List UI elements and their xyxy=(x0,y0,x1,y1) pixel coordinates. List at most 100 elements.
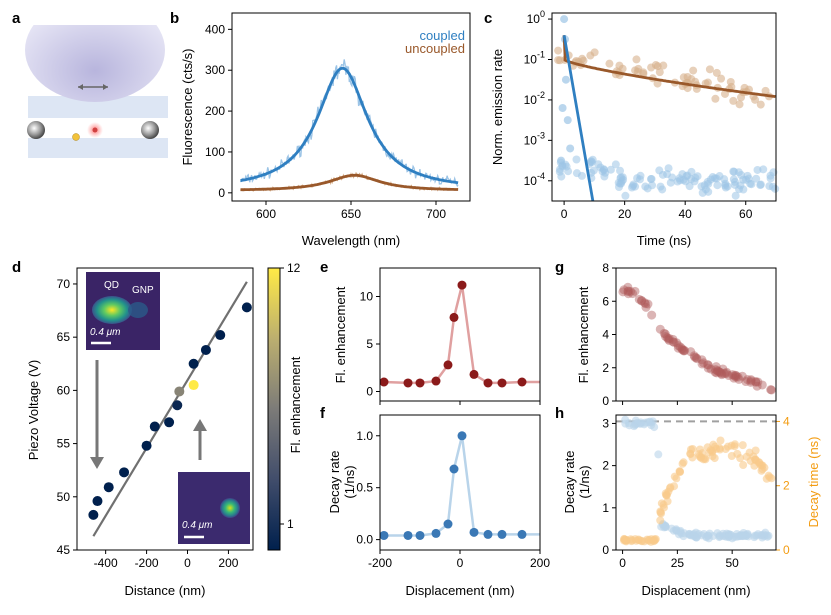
panel-g-point xyxy=(753,377,763,387)
panel-h-rate-point xyxy=(757,531,766,540)
panel-g-point xyxy=(757,380,767,390)
panel-e-frame xyxy=(379,267,541,402)
panel-e-point-6 xyxy=(457,280,467,290)
panel-h-ytick-1: 1 xyxy=(602,501,609,515)
panel-h: h 0 25 50 0 1 2 3 0 2 4 Displacement (nm) Decay r… xyxy=(555,405,821,598)
panel-f-point-1 xyxy=(403,530,413,540)
panel-label-d: d xyxy=(12,259,21,276)
panel-c-coupled-point xyxy=(561,75,570,84)
panel-c-uncoupled-point xyxy=(712,68,721,77)
panel-e-point-1 xyxy=(403,378,413,388)
panel-g-point xyxy=(630,286,640,296)
panel-h-time-point xyxy=(739,461,748,470)
panel-c-coupled-point xyxy=(747,180,756,189)
panel-c-coupled-point xyxy=(588,155,597,164)
panel-b-xtick-600: 600 xyxy=(256,207,276,221)
inset-bottom-scale: 0.4 μm xyxy=(182,520,213,531)
inset-top: QD GNP 0.4 μm xyxy=(86,272,160,350)
panel-h-rate-point xyxy=(630,422,639,431)
panel-c-coupled-point xyxy=(618,173,627,182)
panel-d-xtick-0: 0 xyxy=(184,556,191,570)
panel-f-point-6 xyxy=(457,431,467,441)
panel-g-point xyxy=(714,367,724,377)
panel-g-point xyxy=(734,374,744,384)
panel-c-ytick-3: 10-1 xyxy=(524,49,545,66)
panel-h-time-point xyxy=(751,446,760,455)
panel-c-uncoupled-point xyxy=(556,56,565,65)
panel-c-coupled-point xyxy=(731,191,740,200)
panel-label-g: g xyxy=(555,259,564,276)
panel-c-uncoupled-point xyxy=(683,72,692,81)
panel-c-uncoupled-point xyxy=(735,100,744,109)
panel-c-xtick-0: 0 xyxy=(561,207,568,221)
panel-h-time-point xyxy=(627,536,636,545)
panel-h-ytick-0: 0 xyxy=(602,543,609,557)
panel-g-point xyxy=(697,355,707,365)
panel-c-coupled-point xyxy=(656,182,665,191)
panel-g-point xyxy=(689,351,699,361)
panel-g-point xyxy=(731,372,741,382)
panel-f-point-2 xyxy=(415,530,425,540)
panel-c-fit-uncoupled xyxy=(562,35,776,98)
panel-g: g 0 2 4 6 8 Fl. enhancement xyxy=(555,259,777,408)
panel-c-ytick-1: 10-3 xyxy=(524,130,545,147)
panel-c-coupled-point xyxy=(771,184,780,193)
panel-c-coupled-point xyxy=(555,165,564,174)
panel-d-fit-line xyxy=(92,281,248,537)
panel-g-point xyxy=(711,362,721,372)
panel-d-point-1 xyxy=(92,496,103,507)
panel-h-xtick-50: 50 xyxy=(725,556,739,570)
panel-g-ytick-8: 8 xyxy=(602,261,609,275)
panel-h-frame xyxy=(615,414,777,551)
panel-c-coupled-point xyxy=(753,165,762,174)
panel-b-xtick-650: 650 xyxy=(341,207,361,221)
panel-c-coupled-point xyxy=(560,15,569,24)
panel-c-coupled-point xyxy=(566,144,575,153)
panel-e-point-9 xyxy=(497,378,507,388)
panel-c-coupled-point xyxy=(655,166,664,175)
panel-c-coupled-point xyxy=(558,104,567,113)
panel-c-coupled-point xyxy=(557,156,566,165)
panel-g-point xyxy=(640,299,650,309)
panel-d-point-3 xyxy=(119,467,130,478)
panel-c-coupled-point xyxy=(577,171,586,180)
panel-c-coupled-point xyxy=(730,177,739,186)
panel-e-point-0 xyxy=(379,377,389,387)
panel-g-point xyxy=(626,286,636,296)
panel-d-point-2 xyxy=(103,482,114,493)
panel-d-point-5 xyxy=(149,421,160,432)
panel-c-coupled-point xyxy=(589,166,598,175)
panel-c-uncoupled-point xyxy=(717,74,726,83)
panel-g-point xyxy=(722,367,732,377)
panel-e-point-8 xyxy=(483,378,493,388)
inset-top-scale: 0.4 μm xyxy=(90,327,121,338)
panel-d-xtick-200: 200 xyxy=(218,556,238,570)
qd-spot-icon xyxy=(92,296,132,324)
panel-d-point-4 xyxy=(141,440,152,451)
panel-c-ytick-0: 10-4 xyxy=(524,171,545,188)
panel-g-point xyxy=(680,346,690,356)
panel-c-coupled-point xyxy=(723,182,732,191)
colorbar-label: Fl. enhancement xyxy=(288,356,303,453)
panel-c-coupled-point xyxy=(616,166,625,175)
panel-c-uncoupled-point xyxy=(554,46,563,55)
panel-f-ytick-1: 1.0 xyxy=(356,429,373,443)
panel-a: a xyxy=(12,10,168,158)
panel-g-point xyxy=(712,368,722,378)
panel-g-point xyxy=(752,381,762,391)
panel-h-time-point xyxy=(738,441,747,450)
panel-c-coupled-point xyxy=(730,167,739,176)
panel-g-point xyxy=(727,370,737,380)
panel-h-xtick-25: 25 xyxy=(671,556,685,570)
panel-c-xtick-40: 40 xyxy=(679,207,693,221)
panel-g-point xyxy=(677,345,687,355)
panel-c-coupled-point xyxy=(648,181,657,190)
panel-g-ytick-2: 2 xyxy=(602,361,609,375)
panel-g-point xyxy=(729,373,739,383)
panel-d-point-11 xyxy=(200,344,211,355)
panel-f-xtick-200: 200 xyxy=(530,556,550,570)
panel-c-frame xyxy=(551,12,777,202)
panel-c-coupled-point xyxy=(766,174,775,183)
panel-h-time-point xyxy=(765,473,774,482)
panel-h-rate-point xyxy=(692,533,701,542)
